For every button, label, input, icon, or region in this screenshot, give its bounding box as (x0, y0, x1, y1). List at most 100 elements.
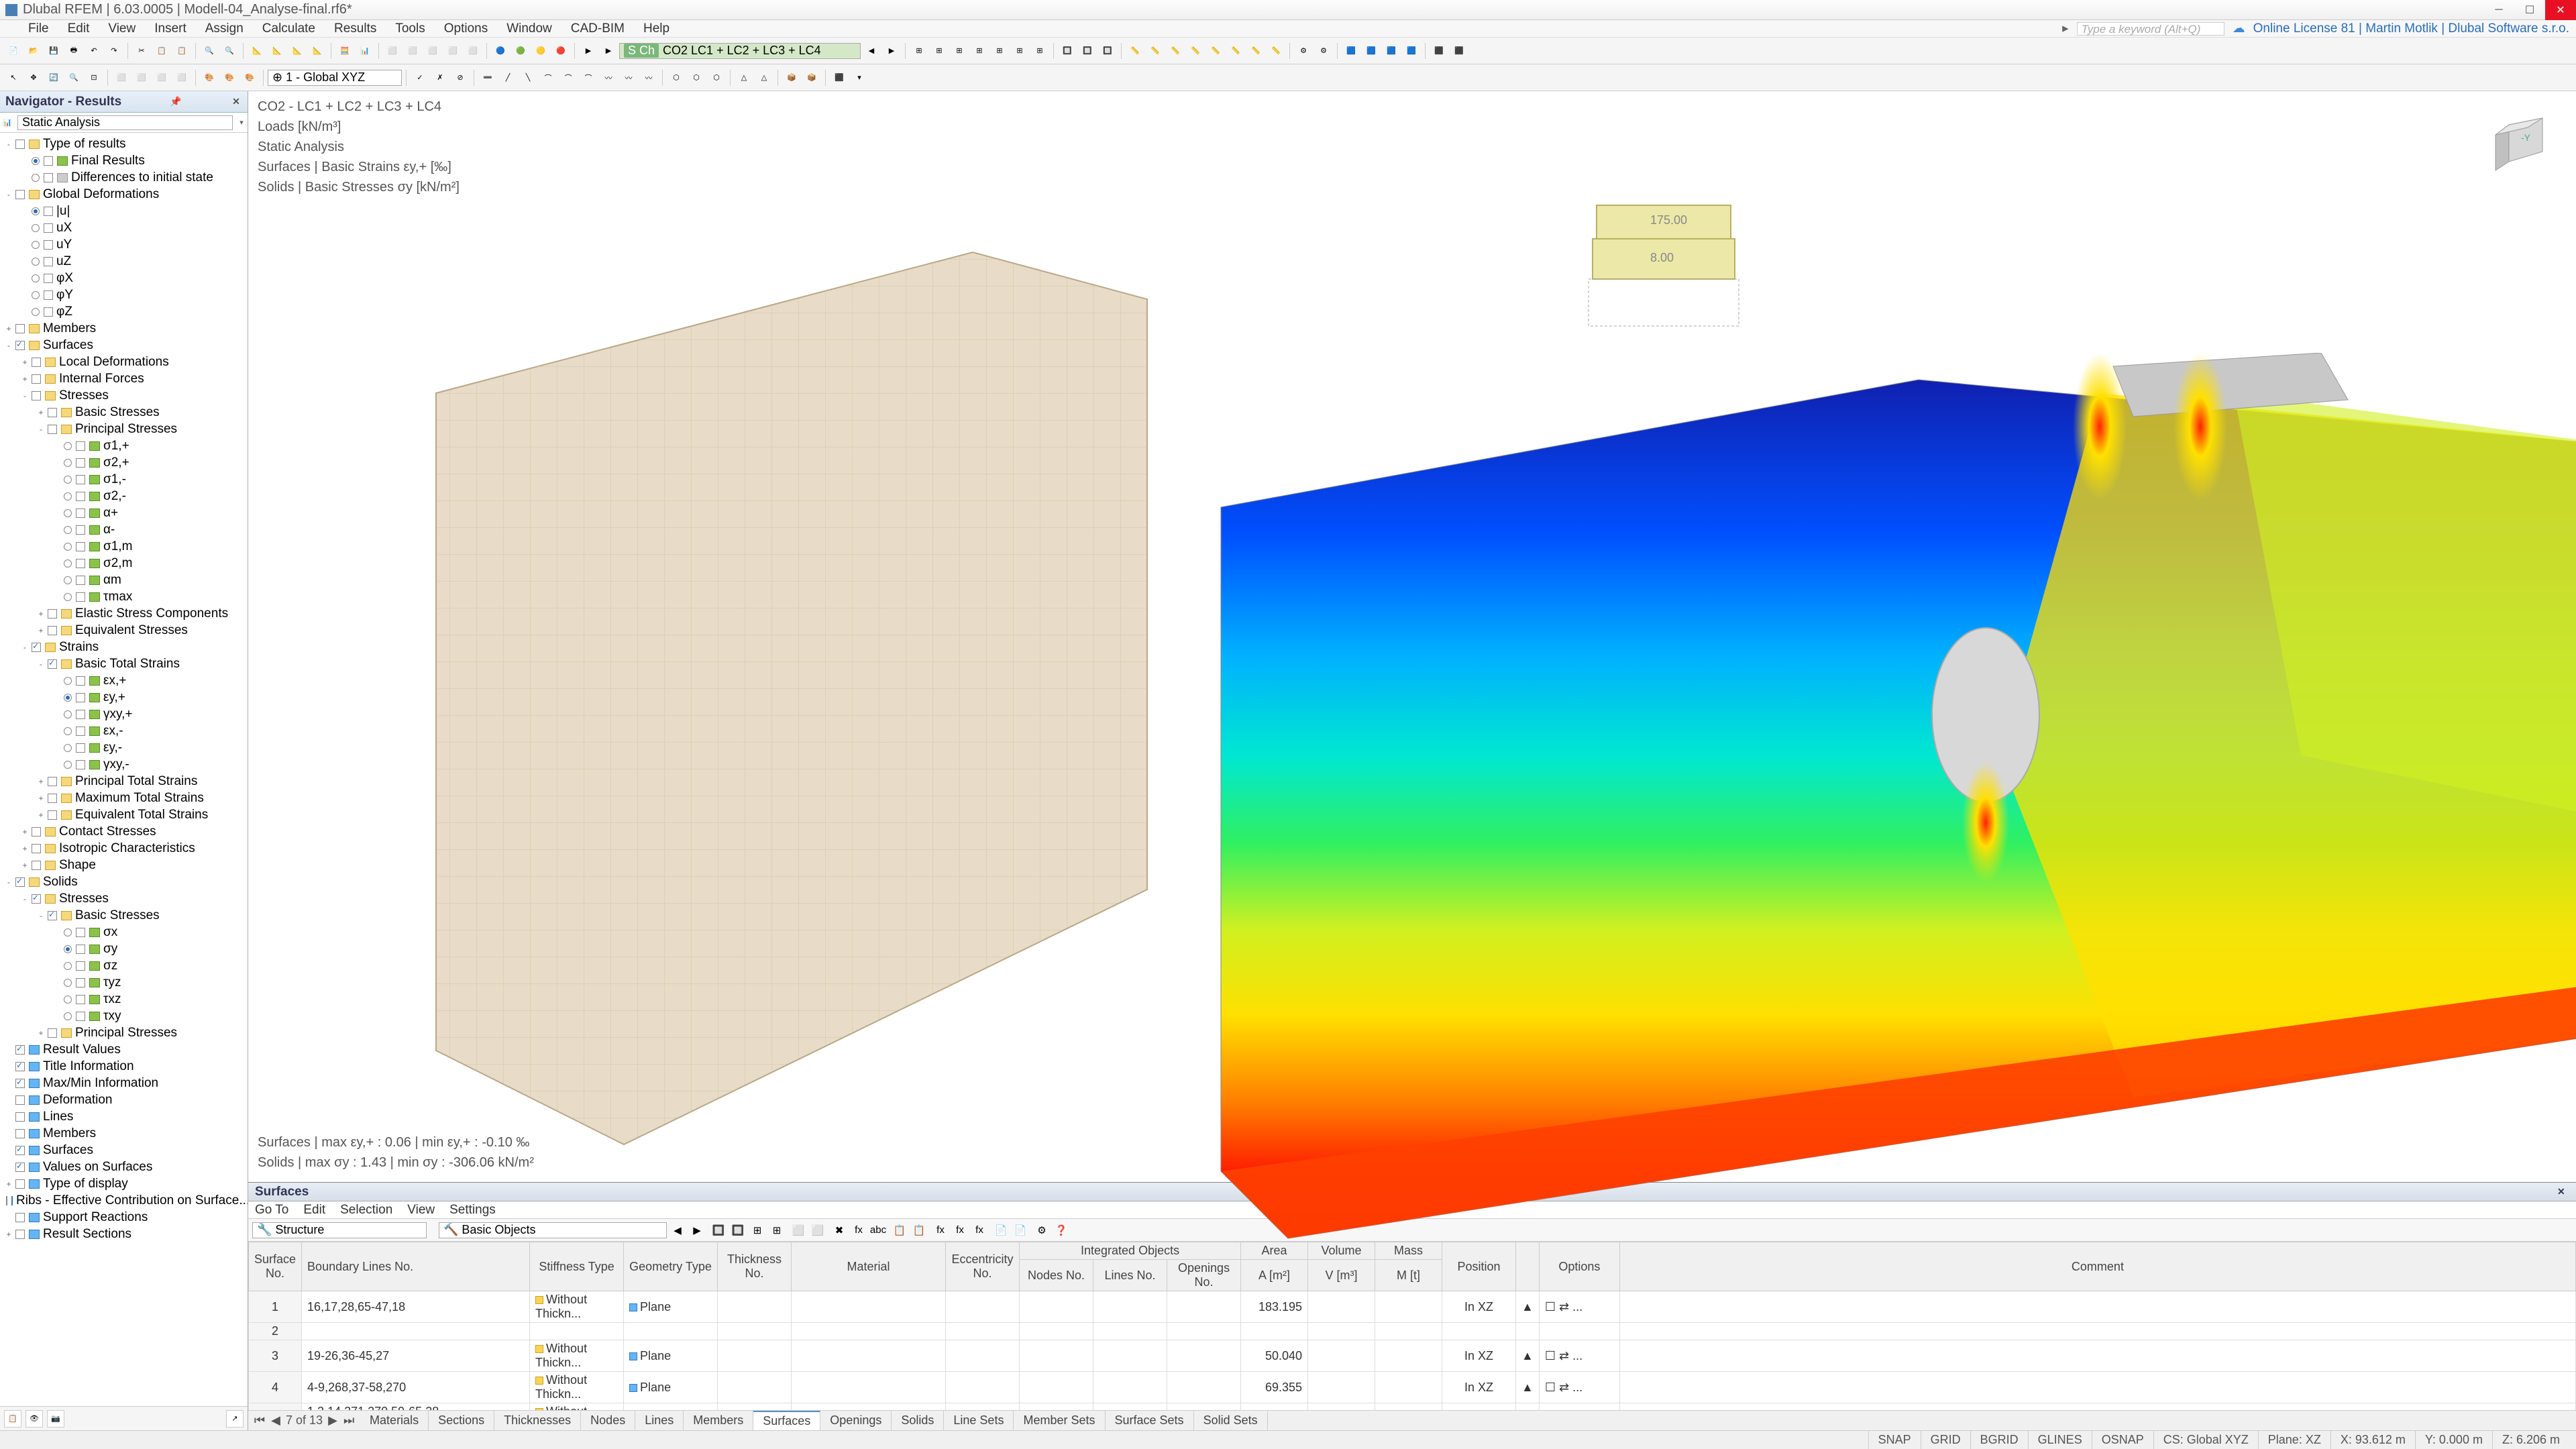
prev-page-button[interactable]: ◀ (270, 1413, 282, 1428)
bp-tool-6[interactable]: ⊞ (768, 1222, 786, 1239)
table-tab-sections[interactable]: Sections (429, 1411, 494, 1430)
tb2-btn-b7[interactable]: ╲ (519, 68, 537, 87)
tb2-btn-b11[interactable]: 〰 (599, 68, 618, 87)
status-osnap[interactable]: OSNAP (2092, 1431, 2153, 1449)
tree-row-58[interactable]: Lines (0, 1108, 248, 1125)
menu-calculate[interactable]: Calculate (253, 20, 325, 37)
menu-cad-bim[interactable]: CAD-BIM (561, 20, 634, 37)
tb1-btn-b17[interactable]: 📏 (1166, 42, 1185, 60)
tree-row-63[interactable]: Ribs - Effective Contribution on Surface… (0, 1192, 248, 1209)
tb1-btn-b8[interactable]: ⊞ (1010, 42, 1029, 60)
tree-row-20[interactable]: σ1,- (0, 471, 248, 488)
tb2-btn-b16[interactable]: ⬡ (687, 68, 706, 87)
tree-row-3[interactable]: -Global Deformations (0, 186, 248, 203)
status-bgrid[interactable]: BGRID (1970, 1431, 2028, 1449)
tb1-btn-b6[interactable]: ⊞ (970, 42, 989, 60)
table-category-combo[interactable]: 🔧 Structure (252, 1222, 427, 1238)
bp-tool-13[interactable]: abc (869, 1222, 887, 1239)
tree-row-53[interactable]: +Principal Stresses (0, 1024, 248, 1041)
maximize-button[interactable]: ☐ (2514, 0, 2545, 20)
tb1-btn-8[interactable]: 📋 (152, 42, 171, 60)
bp-tool-9[interactable]: ⬜ (809, 1222, 826, 1239)
tb1-btn-b25[interactable]: ⚙ (1314, 42, 1333, 60)
bp-menu-goto[interactable]: Go To (255, 1203, 288, 1218)
tb2-btn-3[interactable]: 🔍 (64, 68, 83, 87)
tree-row-46[interactable]: -Basic Stresses (0, 907, 248, 924)
status-snap[interactable]: SNAP (1868, 1431, 1921, 1449)
table-tab-openings[interactable]: Openings (820, 1411, 892, 1430)
tb1-btn-16[interactable]: 📐 (288, 42, 307, 60)
tree-row-55[interactable]: Title Information (0, 1058, 248, 1075)
bp-tool-5[interactable]: ⊞ (749, 1222, 766, 1239)
menu-assign[interactable]: Assign (196, 20, 253, 37)
tree-row-32[interactable]: εx,+ (0, 672, 248, 689)
table-tab-member-sets[interactable]: Member Sets (1014, 1411, 1105, 1430)
tb1-btn-9[interactable]: 📋 (172, 42, 191, 60)
bp-tool-12[interactable]: fx (850, 1222, 867, 1239)
tb1-btn-b13[interactable]: 🔲 (1098, 42, 1117, 60)
tb2-btn-b5[interactable]: ➖ (478, 68, 497, 87)
nav-view-data-button[interactable]: 📋 (4, 1410, 21, 1428)
tree-row-12[interactable]: -Surfaces (0, 337, 248, 354)
tree-row-1[interactable]: Final Results (0, 152, 248, 169)
nav-view-views-button[interactable]: 📷 (47, 1410, 64, 1428)
next-page-button[interactable]: ▶ (327, 1413, 339, 1428)
tree-row-18[interactable]: σ1,+ (0, 437, 248, 454)
table-tab-solids[interactable]: Solids (892, 1411, 944, 1430)
tree-row-41[interactable]: +Contact Stresses (0, 823, 248, 840)
tb2-btn-b1[interactable]: ✓ (411, 68, 429, 87)
tree-row-13[interactable]: +Local Deformations (0, 354, 248, 370)
tb1-btn-b9[interactable]: ⊞ (1030, 42, 1049, 60)
tree-row-4[interactable]: |u| (0, 203, 248, 219)
tb2-btn-b3[interactable]: ⊘ (451, 68, 470, 87)
tb1-btn-b19[interactable]: 📏 (1206, 42, 1225, 60)
tb1-btn-b16[interactable]: 📏 (1146, 42, 1165, 60)
tb1-btn-33[interactable]: ▶ (579, 42, 598, 60)
tb2-btn-2[interactable]: 🔄 (44, 68, 63, 87)
tb1-btn-b30[interactable]: 🟦 (1402, 42, 1421, 60)
table-tab-nodes[interactable]: Nodes (581, 1411, 635, 1430)
tb2-btn-b23[interactable]: 📦 (802, 68, 821, 87)
table-tab-lines[interactable]: Lines (635, 1411, 684, 1430)
tree-row-8[interactable]: φX (0, 270, 248, 286)
table-tab-surface-sets[interactable]: Surface Sets (1106, 1411, 1194, 1430)
tree-row-35[interactable]: εx,- (0, 722, 248, 739)
bp-menu-view[interactable]: View (407, 1203, 435, 1218)
tree-row-6[interactable]: uY (0, 236, 248, 253)
nav-view-display-button[interactable]: 👁 (25, 1410, 43, 1428)
combo-chevron-icon[interactable]: ▾ (235, 118, 248, 127)
navigator-pin-button[interactable]: 📌 (170, 96, 182, 108)
tb1-btn-26[interactable]: ⬜ (464, 42, 482, 60)
tree-row-59[interactable]: Members (0, 1125, 248, 1142)
minimize-button[interactable]: ─ (2483, 0, 2514, 20)
tb2-btn-b10[interactable]: ⌒ (579, 68, 598, 87)
tree-row-48[interactable]: σy (0, 941, 248, 957)
tree-row-62[interactable]: +Type of display (0, 1175, 248, 1192)
tree-row-21[interactable]: σ2,- (0, 488, 248, 504)
tb2-btn-1[interactable]: ✥ (24, 68, 43, 87)
tree-row-65[interactable]: +Result Sections (0, 1226, 248, 1242)
tree-row-39[interactable]: +Maximum Total Strains (0, 790, 248, 806)
bp-tool-4[interactable]: 🔲 (729, 1222, 747, 1239)
menu-file[interactable]: File (19, 20, 58, 37)
menu-help[interactable]: Help (634, 20, 679, 37)
navigation-cube[interactable]: -Y (2489, 111, 2556, 178)
tb1-btn-23[interactable]: ⬜ (403, 42, 422, 60)
tb2-btn-0[interactable]: ↖ (4, 68, 23, 87)
table-pagination[interactable]: ⏮ ◀ 7 of 13 ▶ ⏭ (248, 1413, 360, 1428)
tree-row-24[interactable]: σ1,m (0, 538, 248, 555)
tb1-btn-b29[interactable]: 🟦 (1382, 42, 1401, 60)
tree-row-9[interactable]: φY (0, 286, 248, 303)
tb1-btn-b3[interactable]: ⊞ (910, 42, 928, 60)
menu-edit[interactable]: Edit (58, 20, 99, 37)
tree-row-57[interactable]: Deformation (0, 1091, 248, 1108)
tb1-btn-29[interactable]: 🟢 (511, 42, 530, 60)
tree-row-10[interactable]: φZ (0, 303, 248, 320)
tree-row-42[interactable]: +Isotropic Characteristics (0, 840, 248, 857)
tb1-btn-b28[interactable]: 🟦 (1362, 42, 1381, 60)
tb1-btn-20[interactable]: 📊 (356, 42, 374, 60)
tree-row-37[interactable]: γxy,- (0, 756, 248, 773)
tb1-btn-b33[interactable]: ⬛ (1450, 42, 1468, 60)
tb2-btn-b8[interactable]: ⌒ (539, 68, 557, 87)
tree-row-64[interactable]: Support Reactions (0, 1209, 248, 1226)
